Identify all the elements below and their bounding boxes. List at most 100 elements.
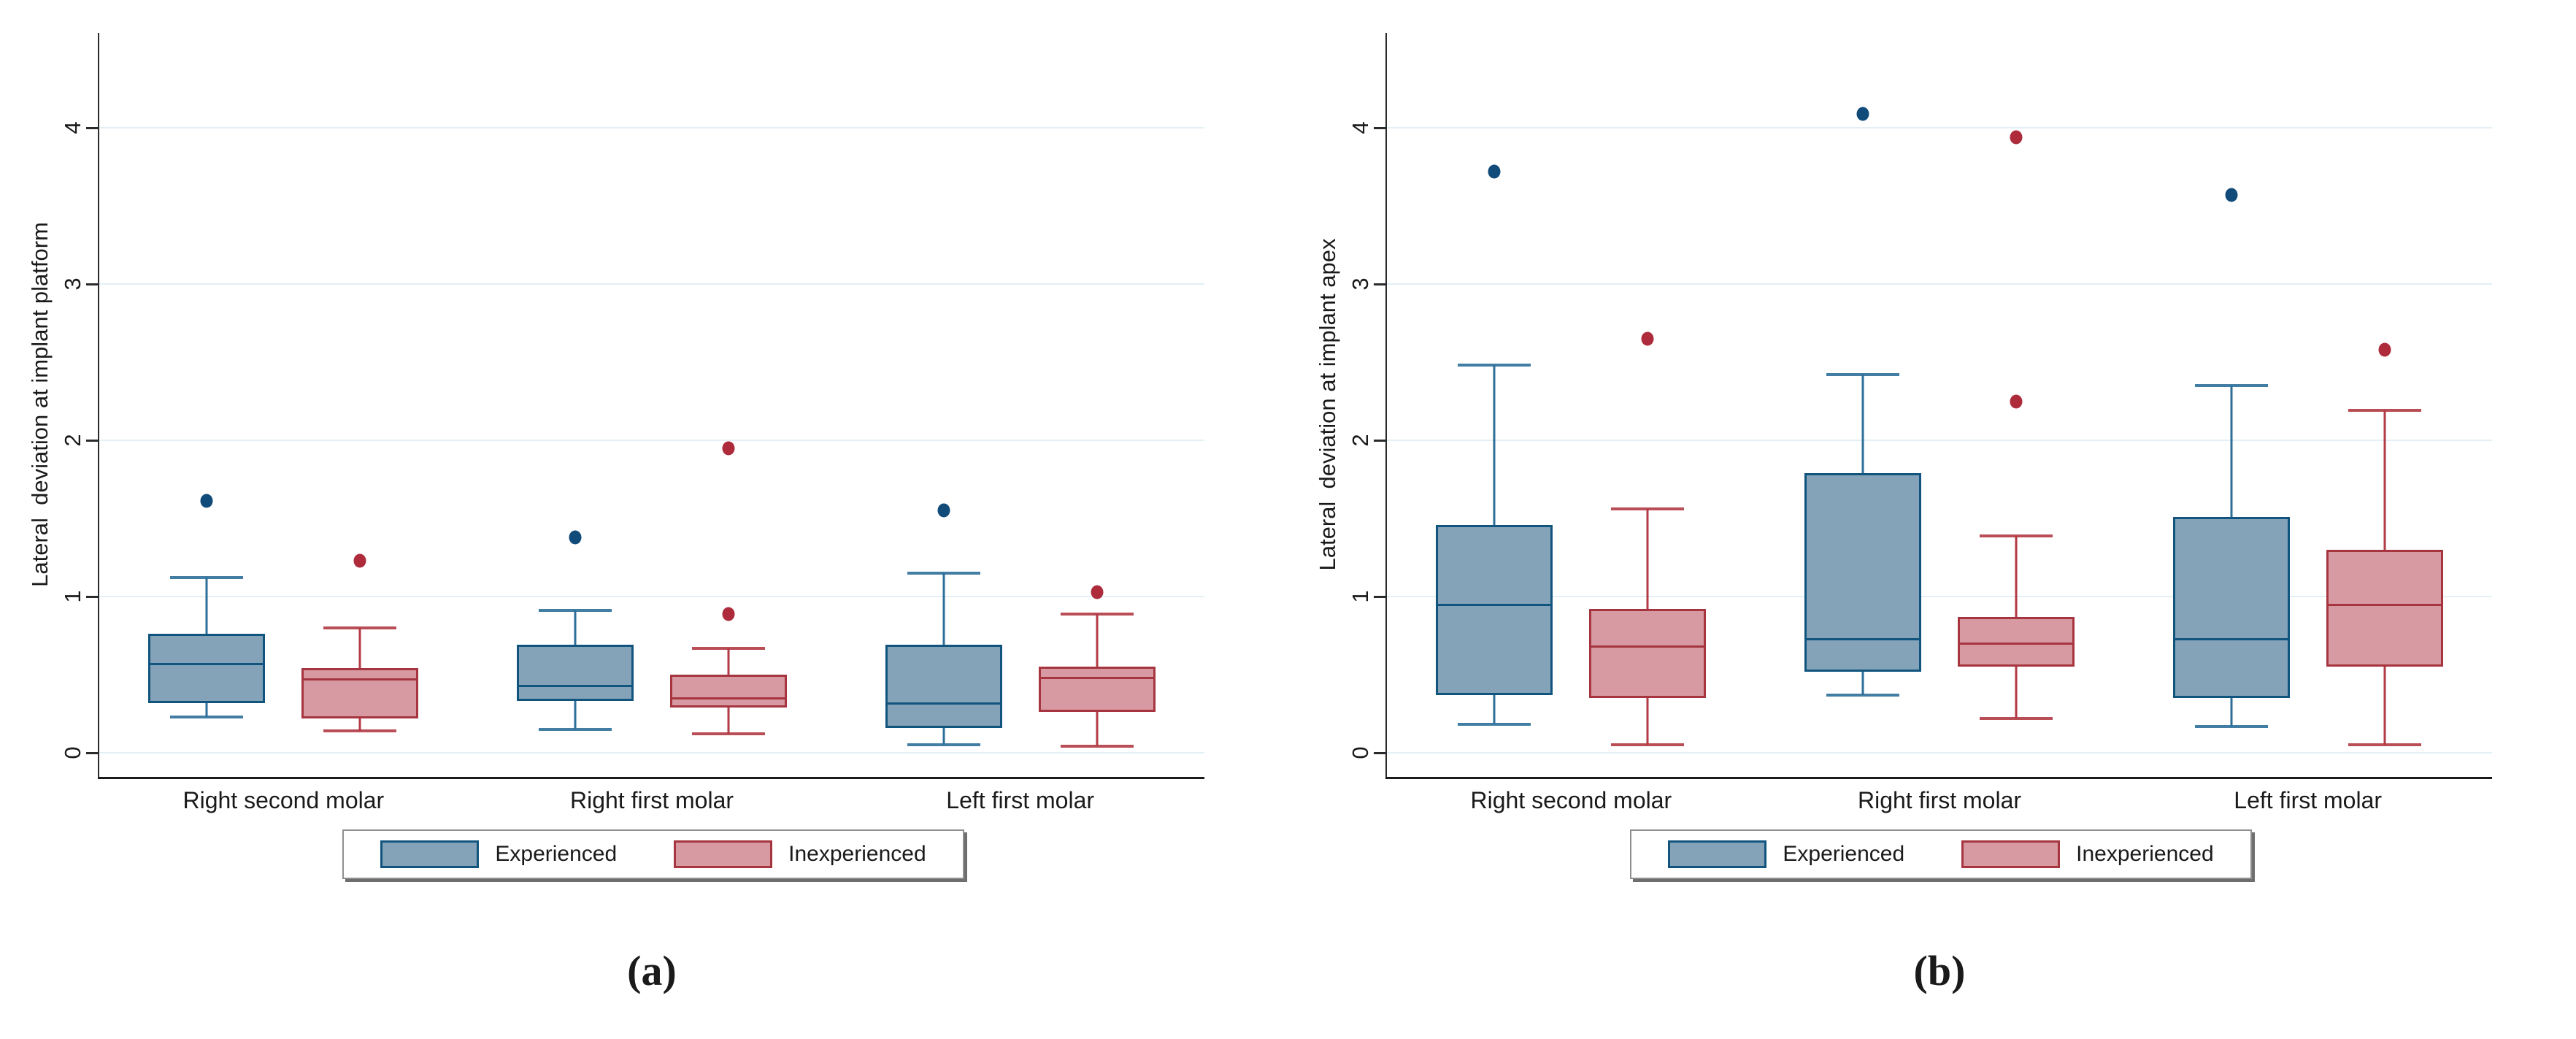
median-line [2175, 637, 2288, 640]
whisker-cap-low [539, 727, 612, 731]
gridline [1387, 283, 2492, 285]
median-line [1807, 637, 1919, 640]
whisker-cap-low [2348, 743, 2421, 747]
whisker-cap-high [1458, 364, 1531, 367]
y-tick-label: 4 [60, 121, 85, 134]
y-axis-line [98, 33, 99, 777]
outlier-dot [1856, 107, 1869, 121]
legend-label: Inexperienced [2076, 842, 2214, 866]
whisker-cap-low [2194, 724, 2268, 728]
x-axis-line [1385, 777, 2492, 779]
whisker-cap-high [539, 609, 612, 613]
outlier-dot [1488, 164, 1501, 179]
category-label: Right second molar [1470, 787, 1672, 813]
gridline [99, 440, 1204, 441]
box [517, 645, 634, 702]
y-axis-line [1385, 33, 1387, 777]
whisker-cap-high [2194, 384, 2268, 388]
y-tick-label: 1 [60, 590, 85, 603]
legend-swatch-experienced [380, 840, 480, 868]
y-axis-title: Lateral deviation at implant apex [1315, 238, 1340, 571]
whisker-cap-low [907, 743, 980, 747]
category-label: Right second molar [182, 787, 385, 813]
outlier-dot [2010, 130, 2023, 145]
box [885, 645, 1002, 728]
category-label: Right first molar [569, 787, 734, 813]
y-tick [86, 283, 98, 285]
caption-a: (a) [627, 947, 677, 994]
outlier-dot [937, 503, 950, 518]
category-label: Right first molar [1857, 787, 2022, 813]
median-line [1438, 603, 1551, 606]
legend-swatch-inexperienced [674, 840, 773, 868]
category-label: Left first molar [946, 787, 1095, 813]
outlier-dot [569, 530, 582, 545]
outlier-dot [1641, 331, 1654, 346]
y-tick [86, 596, 98, 598]
y-tick-label: 3 [60, 277, 85, 291]
box [1958, 616, 2075, 667]
median-line [1040, 677, 1153, 680]
whisker-cap-low [1458, 723, 1531, 726]
median-line [672, 697, 785, 700]
gridline [1387, 440, 2492, 441]
whisker-cap-high [1611, 507, 1685, 511]
median-line [1591, 645, 1704, 648]
legend-label: Experienced [495, 842, 618, 866]
box [2172, 516, 2290, 699]
y-tick-label: 0 [1347, 746, 1373, 759]
whisker-cap-high [170, 576, 244, 580]
whisker-cap-low [1060, 745, 1134, 748]
whisker-cap-high [2348, 409, 2421, 413]
median-line [1960, 643, 2072, 645]
plot-area-b: 0 1 2 3 4 Right second molar Right first molar… [1347, 33, 2492, 813]
y-tick [1374, 283, 1385, 285]
legend-label: Experienced [1783, 842, 1905, 866]
outlier-dot [2010, 394, 2023, 408]
panel-a: Lateral deviation at implant platform 0 1… [27, 33, 1204, 994]
y-tick [1374, 127, 1385, 129]
y-tick [86, 752, 98, 754]
box [1589, 609, 1707, 699]
panel-b: Lateral deviation at implant apex 0 1 2 3 4 R… [1288, 0, 2575, 1039]
x-axis-line [98, 777, 1204, 779]
median-line [150, 663, 264, 666]
whisker-cap-low [1826, 693, 1899, 697]
box [148, 634, 266, 703]
outlier-dot [722, 607, 735, 621]
y-tick [86, 440, 98, 442]
legend-swatch-experienced [1668, 840, 1767, 868]
box [301, 668, 419, 718]
gridline [99, 596, 1204, 597]
whisker-cap-high [907, 571, 980, 575]
whisker-cap-high [323, 626, 397, 629]
box [1804, 472, 1921, 672]
outlier-dot [722, 441, 735, 456]
gridline [1387, 127, 2492, 129]
y-tick-label: 1 [1347, 590, 1373, 603]
y-tick [1374, 752, 1385, 754]
whisker-cap-low [1980, 716, 2053, 720]
median-line [519, 684, 631, 687]
y-tick-label: 2 [1347, 434, 1373, 447]
gridline [99, 127, 1204, 129]
median-line [304, 678, 417, 681]
box [670, 675, 787, 708]
legend-a: Experienced Inexperienced [342, 829, 964, 879]
legend-item: Experienced [380, 840, 617, 868]
outlier-dot [2378, 342, 2391, 357]
plot-area-a: 0 1 2 3 4 Right second molar Right first molar… [60, 33, 1204, 813]
outlier-dot [353, 553, 366, 568]
whisker-cap-high [1980, 534, 2053, 537]
y-tick [86, 127, 98, 129]
category-label: Left first molar [2234, 787, 2383, 813]
gridline [99, 283, 1204, 285]
gridline [1387, 752, 2492, 754]
whisker-cap-low [323, 729, 397, 733]
y-tick [1374, 596, 1385, 598]
y-tick-label: 2 [60, 434, 85, 447]
y-tick-label: 3 [1347, 277, 1373, 291]
legend-item: Inexperienced [674, 840, 926, 868]
y-tick [1374, 440, 1385, 442]
